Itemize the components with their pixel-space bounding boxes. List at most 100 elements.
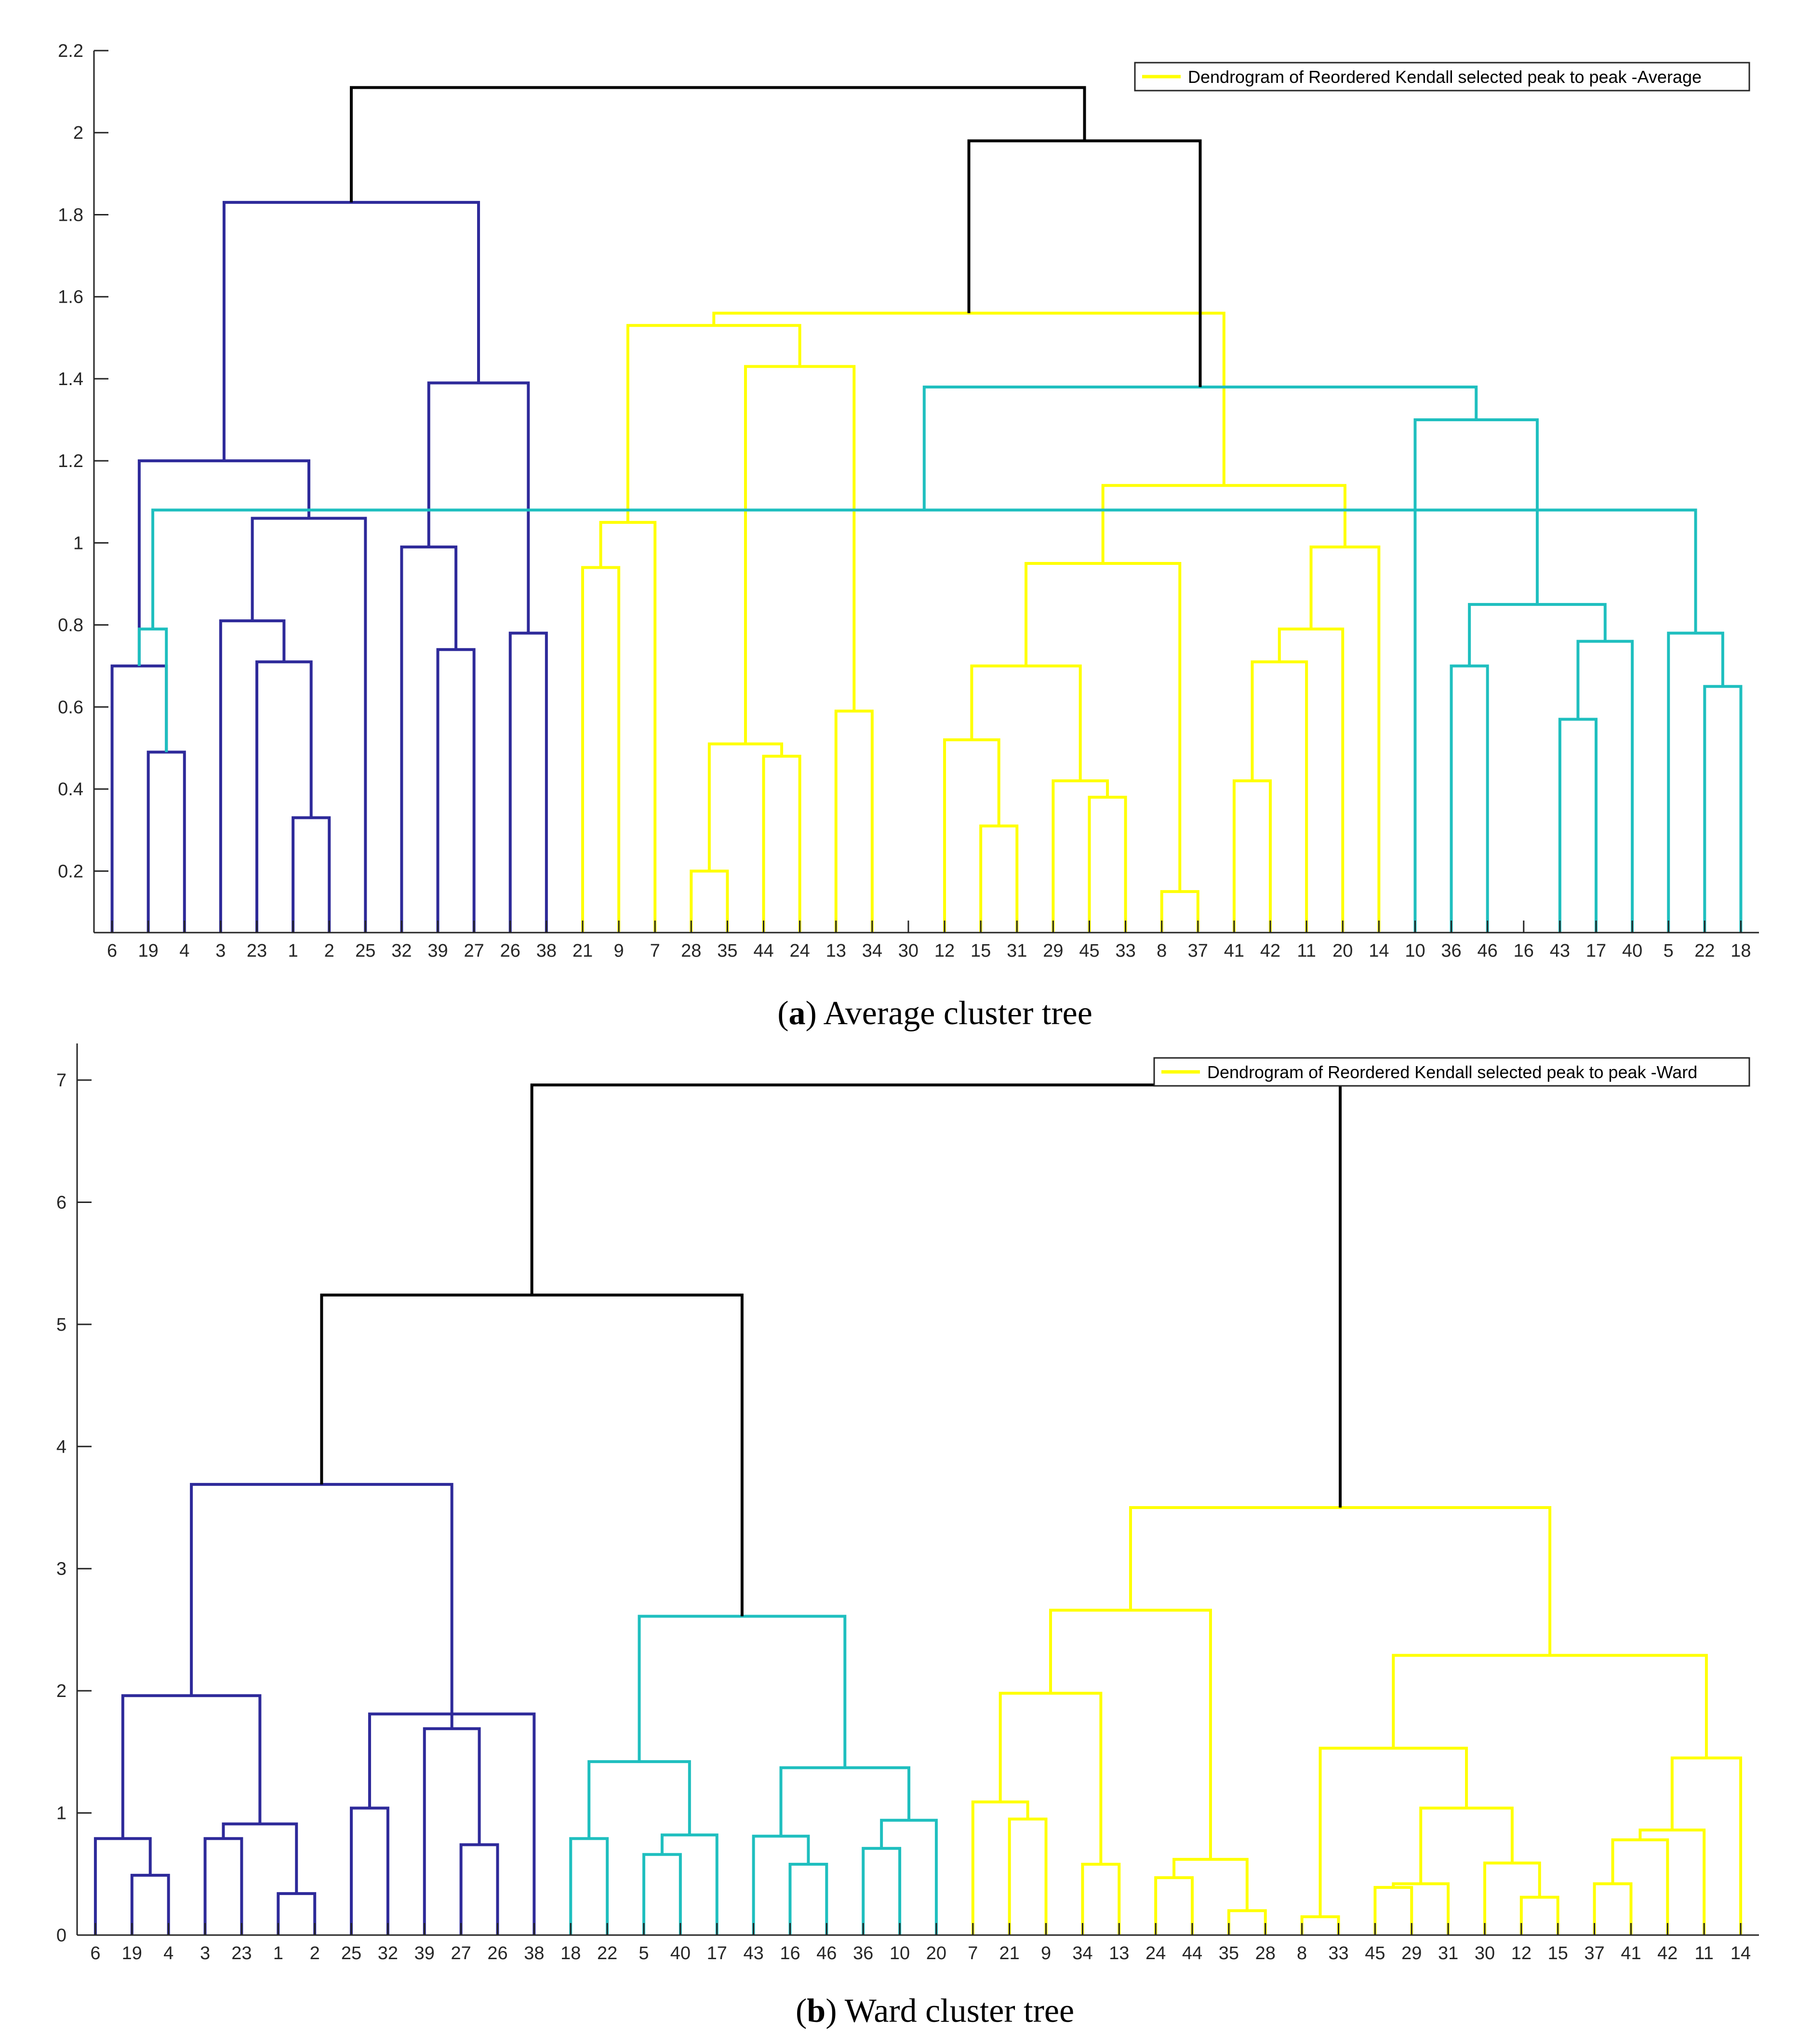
dendrogram-link-yellow xyxy=(1232,779,1272,933)
y-tick-label: 2.2 xyxy=(58,41,83,61)
dendrogram-link-cyan xyxy=(1413,418,1539,933)
leaf-label: 28 xyxy=(681,941,701,961)
dendrogram-link-blue xyxy=(508,631,548,933)
dendrogram-link-cyan xyxy=(569,1837,609,1935)
leaf-label: 43 xyxy=(1550,941,1570,961)
leaf-label: 5 xyxy=(639,1943,649,1964)
leaf-label: 2 xyxy=(310,1943,320,1964)
leaf-label: 23 xyxy=(231,1943,252,1964)
leaf-label: 35 xyxy=(717,941,737,961)
dendrogram-link-blue xyxy=(350,1806,389,1935)
leaf-label: 37 xyxy=(1584,1943,1604,1964)
leaf-label: 3 xyxy=(215,941,226,961)
leaf-label: 28 xyxy=(1255,1943,1276,1964)
dendrogram-link-blue xyxy=(292,816,331,933)
dendrogram-link-blue xyxy=(251,517,367,933)
leaf-label: 18 xyxy=(1731,941,1751,961)
leaf-label: 15 xyxy=(971,941,991,961)
leaf-label: 31 xyxy=(1438,1943,1458,1964)
leaf-label: 43 xyxy=(743,1943,763,1964)
dendrogram-link-yellow xyxy=(581,566,621,933)
dendrogram-link-yellow xyxy=(1392,1882,1450,1935)
dendrogram-link-cyan xyxy=(587,1760,691,1839)
leaf-label: 7 xyxy=(650,941,660,961)
leaf-label: 20 xyxy=(926,1943,946,1964)
leaf-label: 8 xyxy=(1297,1943,1307,1964)
dendrogram-link-black xyxy=(530,1083,1342,1508)
leaf-label: 21 xyxy=(999,1943,1020,1964)
dendrogram-link-yellow xyxy=(1611,1838,1669,1935)
leaf-label: 5 xyxy=(1664,941,1674,961)
dendrogram-link-blue xyxy=(255,660,313,933)
leaf-label: 2 xyxy=(324,941,334,961)
leaf-label: 19 xyxy=(138,941,159,961)
leaf-label: 42 xyxy=(1260,941,1280,961)
legend-box xyxy=(1134,62,1750,92)
leaf-label: 8 xyxy=(1157,941,1167,961)
dendrogram-link-black xyxy=(320,1294,744,1616)
leaf-label: 29 xyxy=(1401,1943,1422,1964)
dendrogram-link-cyan xyxy=(779,1766,911,1836)
dendrogram-link-cyan xyxy=(660,1833,719,1935)
dendrogram-link-blue xyxy=(219,619,286,933)
dendrogram-link-blue xyxy=(137,459,310,666)
leaf-label: 21 xyxy=(573,941,593,961)
leaf-label: 29 xyxy=(1043,941,1063,961)
dendrogram-link-blue xyxy=(400,545,458,933)
dendrogram-link-cyan xyxy=(642,1853,682,1935)
leaf-label: 7 xyxy=(968,1943,978,1964)
dendrogram-link-blue xyxy=(93,1837,152,1935)
leaf-label: 25 xyxy=(355,941,375,961)
dendrogram-link-blue xyxy=(222,1822,298,1894)
dendrogram-link-yellow xyxy=(1052,779,1109,933)
dendrogram-link-yellow xyxy=(1392,1654,1708,1758)
dendrogram-link-yellow xyxy=(1160,890,1199,933)
dendrogram-link-yellow xyxy=(1593,1882,1633,1935)
dendrogram-link-yellow xyxy=(626,324,801,522)
dendrogram-link-blue xyxy=(277,1892,317,1935)
y-tick-label: 6 xyxy=(56,1192,67,1213)
dendrogram-link-cyan xyxy=(862,1847,902,1935)
dendrogram-link-yellow xyxy=(979,824,1019,933)
leaf-label: 17 xyxy=(707,1943,727,1964)
leaf-label: 27 xyxy=(451,1943,471,1964)
leaf-label: 25 xyxy=(341,1943,361,1964)
leaf-label: 18 xyxy=(560,1943,581,1964)
leaf-label: 40 xyxy=(670,1943,691,1964)
dendrogram-link-yellow xyxy=(943,738,1000,933)
dendrogram-link-cyan xyxy=(788,1863,828,1935)
leaf-label: 32 xyxy=(391,941,412,961)
average-dendrogram-links xyxy=(110,86,1743,933)
dendrogram-link-yellow xyxy=(971,1800,1029,1935)
dendrogram-link-blue xyxy=(121,1694,262,1839)
dendrogram-link-yellow xyxy=(1300,1915,1340,1935)
y-tick-label: 4 xyxy=(56,1437,67,1457)
y-tick-label: 0.8 xyxy=(58,615,83,636)
dendrogram-link-yellow xyxy=(707,742,784,871)
dendrogram-link-yellow xyxy=(1483,1861,1541,1935)
y-tick-label: 1.4 xyxy=(58,369,83,389)
leaf-label: 4 xyxy=(179,941,189,961)
dendrogram-link-yellow xyxy=(1008,1817,1048,1935)
leaf-label: 24 xyxy=(789,941,810,961)
y-tick-label: 0.2 xyxy=(58,861,83,882)
dendrogram-link-yellow xyxy=(1638,1829,1706,1935)
leaf-label: 1 xyxy=(288,941,298,961)
y-tick-label: 3 xyxy=(56,1559,67,1579)
y-tick-label: 1.6 xyxy=(58,287,83,307)
dendrogram-link-cyan xyxy=(1703,685,1743,933)
leaf-label: 45 xyxy=(1365,1943,1385,1964)
leaf-label: 19 xyxy=(122,1943,142,1964)
dendrogram-link-yellow xyxy=(1081,1863,1121,1935)
leaf-label: 30 xyxy=(1475,1943,1495,1964)
leaf-label: 14 xyxy=(1369,941,1389,961)
leaf-label: 13 xyxy=(826,941,846,961)
dendrogram-link-yellow xyxy=(744,365,856,744)
leaf-label: 20 xyxy=(1332,941,1353,961)
leaf-label: 10 xyxy=(890,1943,910,1964)
dendrogram-link-blue xyxy=(146,750,186,933)
y-tick-label: 5 xyxy=(56,1315,67,1335)
leaf-label: 27 xyxy=(464,941,484,961)
